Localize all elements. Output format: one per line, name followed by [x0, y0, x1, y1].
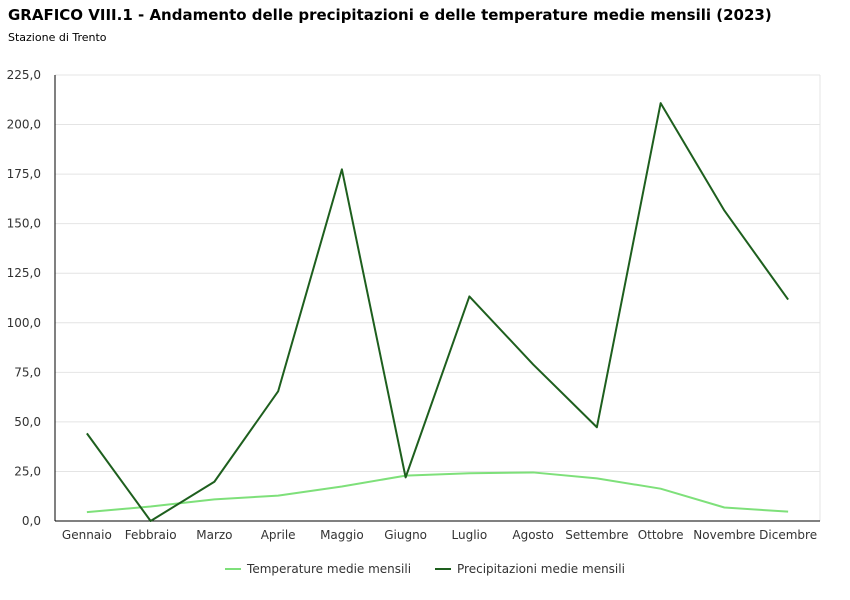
x-tick-label: Luglio	[452, 528, 488, 542]
axes	[54, 75, 820, 522]
x-tick-label: Ottobre	[638, 528, 684, 542]
y-tick-label: 0,0	[22, 514, 41, 528]
legend-item-1: Temperature medie mensili	[225, 562, 411, 576]
x-tick-label: Giugno	[384, 528, 427, 542]
legend-label: Temperature medie mensili	[247, 562, 412, 576]
chart-subtitle: Stazione di Trento	[8, 31, 107, 44]
legend-item-2: Precipitazioni medie mensili	[435, 562, 625, 576]
series-lines	[86, 102, 789, 522]
chart-legend: Temperature medie mensili Precipitazioni …	[0, 562, 850, 576]
y-tick-label: 175,0	[7, 167, 41, 181]
y-tick-label: 100,0	[7, 316, 41, 330]
y-tick-label: 25,0	[14, 464, 41, 478]
x-tick-label: Aprile	[261, 528, 296, 542]
x-tick-label: Dicembre	[759, 528, 817, 542]
x-tick-label: Gennaio	[62, 528, 112, 542]
y-tick-label: 75,0	[14, 365, 41, 379]
y-tick-label: 125,0	[7, 266, 41, 280]
y-tick-label: 150,0	[7, 217, 41, 231]
x-tick-label: Novembre	[693, 528, 755, 542]
y-tick-label: 200,0	[7, 118, 41, 132]
x-tick-label: Agosto	[512, 528, 553, 542]
x-tick-label: Febbraio	[125, 528, 177, 542]
y-tick-label: 50,0	[14, 415, 41, 429]
legend-swatch	[435, 568, 452, 570]
series-line-1	[86, 471, 789, 514]
y-tick-label: 225,0	[7, 68, 41, 82]
x-tick-label: Maggio	[320, 528, 364, 542]
gridlines	[55, 74, 821, 521]
tick-labels: 0,0 25,0 50,0 75,0 100,0 125,0 150,0 175,0 200,0…	[7, 68, 817, 542]
legend-swatch	[225, 568, 242, 570]
x-tick-label: Marzo	[196, 528, 232, 542]
x-tick-label: Settembre	[565, 528, 628, 542]
series-line-2	[86, 102, 789, 522]
chart-title: GRAFICO VIII.1 - Andamento delle precipi…	[8, 6, 772, 24]
legend-label: Precipitazioni medie mensili	[457, 562, 625, 576]
